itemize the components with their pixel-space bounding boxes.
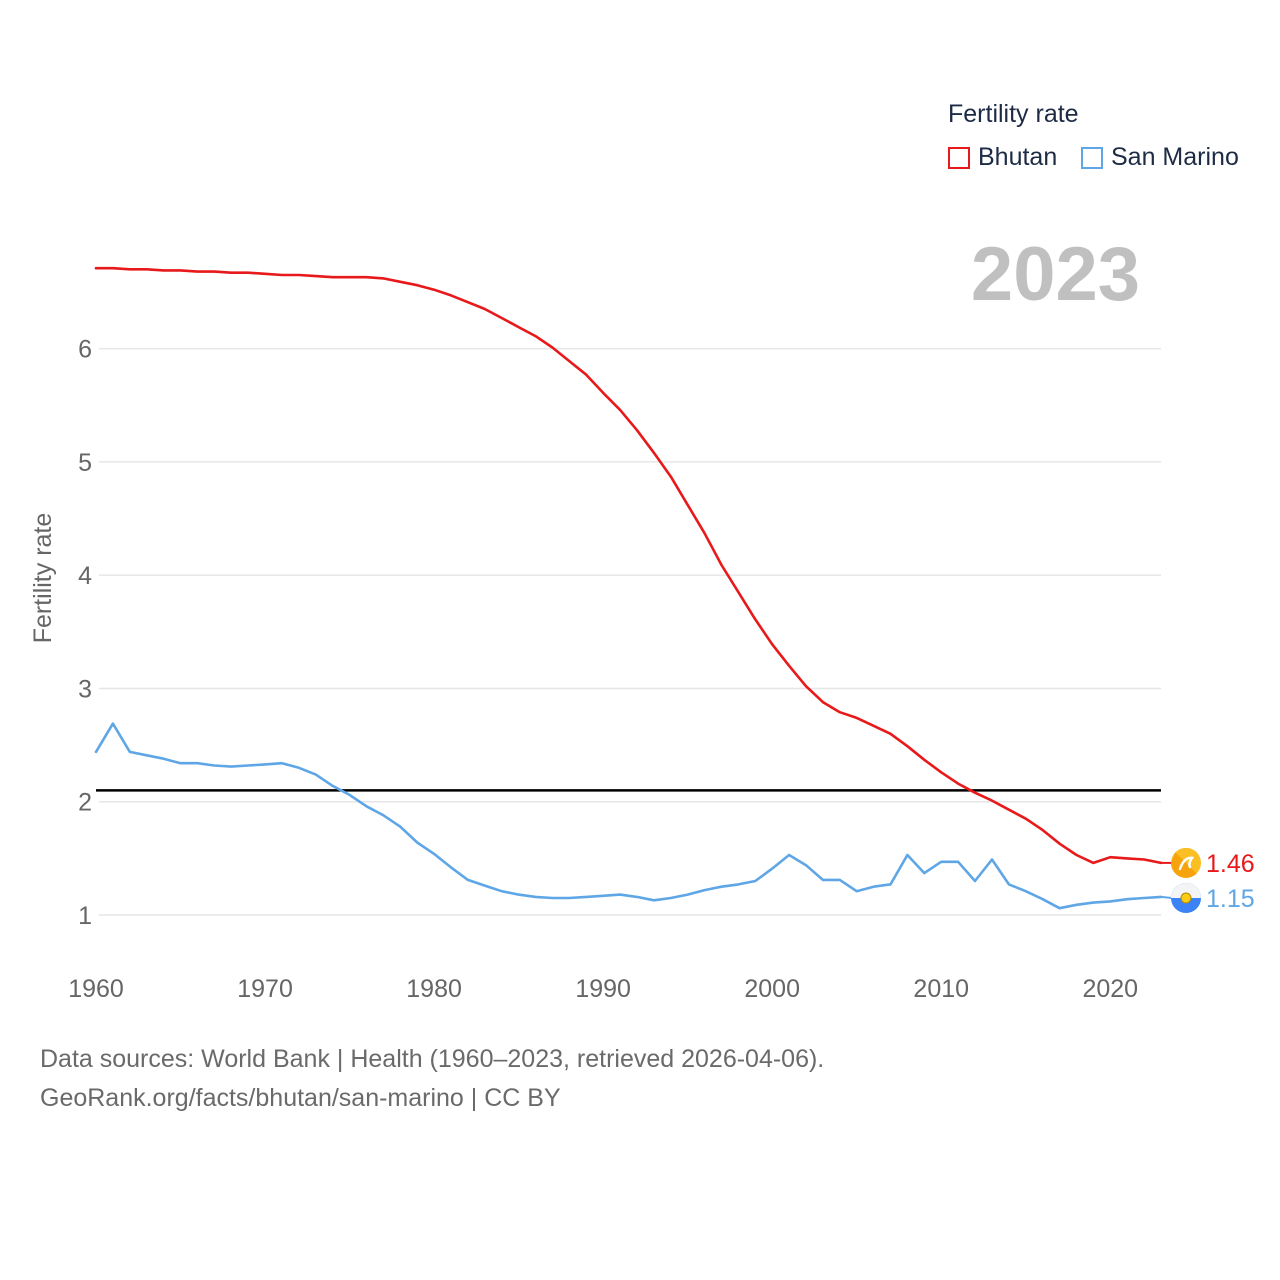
legend-label-san-marino: San Marino <box>1111 143 1239 171</box>
flag-marker-bhutan <box>1171 847 1201 878</box>
legend-swatch-bhutan <box>948 146 970 169</box>
series-line-san-marino <box>94 722 1163 910</box>
y-tick-label-1: 1 <box>78 902 92 930</box>
x-tick-label-2000: 2000 <box>744 975 800 1003</box>
y-axis-label: Fertility rate <box>29 513 57 644</box>
grid-lines <box>99 347 1161 916</box>
series-connector-san-marino <box>1160 895 1173 900</box>
footer-sources: Data sources: World Bank | Health (1960–… <box>40 1045 825 1073</box>
series-end-label-bhutan: 1.46 <box>1206 850 1255 878</box>
series-line-bhutan <box>94 266 1163 865</box>
y-tick-label-6: 6 <box>78 336 92 364</box>
flag-marker-san-marino <box>1171 883 1201 914</box>
legend-title: Fertility rate <box>948 100 1079 128</box>
flag-marker-bhutan-shade <box>1171 852 1197 878</box>
x-tick-label-1970: 1970 <box>237 975 293 1003</box>
legend-label-bhutan: Bhutan <box>978 143 1058 171</box>
x-tick-label-2010: 2010 <box>913 975 969 1003</box>
x-tick-label-1960: 1960 <box>68 975 124 1003</box>
legend-swatch-san-marino <box>1081 146 1103 169</box>
legend-item-san-marino[interactable]: San Marino <box>1081 143 1239 172</box>
flag-marker-bhutan-dragon <box>1178 856 1195 871</box>
series-end-label-san-marino: 1.15 <box>1206 885 1255 913</box>
x-tick-label-1990: 1990 <box>575 975 631 1003</box>
year-display: 2023 <box>971 232 1140 317</box>
x-tick-label-2020: 2020 <box>1082 975 1138 1003</box>
flag-marker-sanmarino-top <box>1171 883 1201 899</box>
y-tick-label-2: 2 <box>78 789 92 817</box>
series-lines <box>94 266 1173 910</box>
legend-item-bhutan[interactable]: Bhutan <box>948 143 1057 172</box>
axis-tick-labels: 1 2 3 4 5 6 1960 1970 1980 1990 2000 2010 2020 <box>68 336 1138 1003</box>
flag-marker-sanmarino-emblem <box>1180 892 1192 904</box>
y-tick-label-4: 4 <box>78 562 92 590</box>
y-tick-label-3: 3 <box>78 675 92 703</box>
end-markers: 1.46 1.15 <box>1171 847 1255 914</box>
y-tick-label-5: 5 <box>78 449 92 477</box>
footer-link[interactable]: GeoRank.org/facts/bhutan/san-marino | CC… <box>40 1084 561 1112</box>
x-tick-label-1980: 1980 <box>406 975 462 1003</box>
